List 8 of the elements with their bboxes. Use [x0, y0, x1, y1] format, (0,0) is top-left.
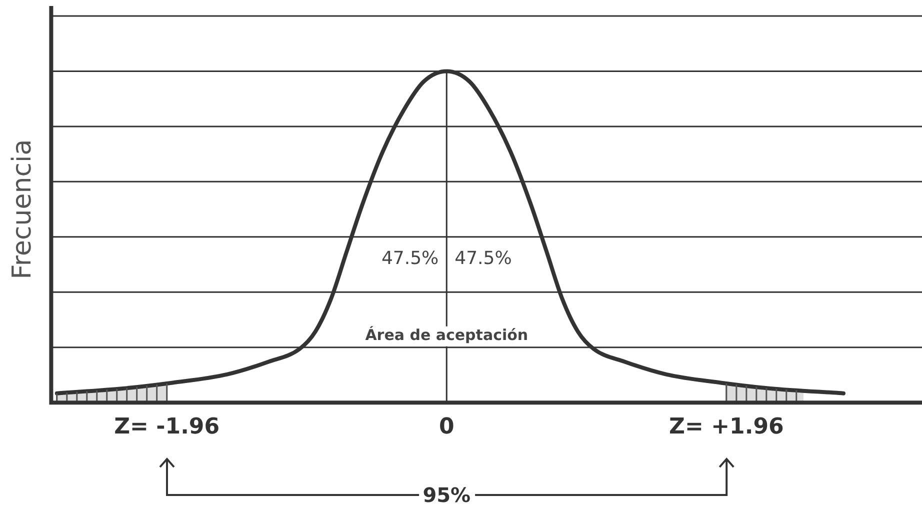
text: 95% — [418, 482, 475, 507]
annotation: Área de aceptación — [365, 326, 528, 344]
x-tick-label: Z= +1.96 — [669, 414, 784, 440]
x-tick-label: Z= -1.96 — [114, 414, 220, 440]
annotation: 47.5% — [381, 248, 439, 269]
x-tick-label: 0 — [438, 414, 454, 440]
y-axis-title: Frecuencia — [7, 139, 38, 280]
annotation: 47.5% — [454, 248, 512, 269]
